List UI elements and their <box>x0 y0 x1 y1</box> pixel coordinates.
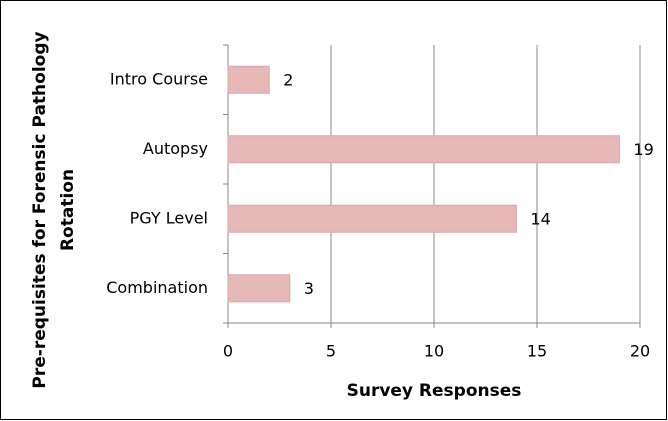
y-axis-label: Rotation <box>58 169 78 251</box>
bar <box>227 135 620 164</box>
x-tick-label: 10 <box>424 342 444 361</box>
bar <box>227 274 291 303</box>
x-axis-label: Survey Responses <box>347 381 522 401</box>
data-label: 14 <box>530 209 550 228</box>
y-tick-label: Intro Course <box>110 69 208 88</box>
y-tick-label: PGY Level <box>130 208 208 227</box>
x-tick-label: 0 <box>223 342 233 361</box>
data-label: 3 <box>304 279 314 298</box>
y-tick-label: Combination <box>106 278 208 297</box>
y-axis-label: Pre-requisites for Forensic Pathology <box>30 31 50 388</box>
data-label: 19 <box>633 140 653 159</box>
bar <box>227 65 270 94</box>
bar <box>227 204 517 233</box>
x-tick-label: 20 <box>630 342 650 361</box>
x-tick-label: 15 <box>527 342 547 361</box>
x-tick-label: 5 <box>326 342 336 361</box>
data-label: 2 <box>283 70 293 89</box>
y-tick-label: Autopsy <box>143 139 208 158</box>
